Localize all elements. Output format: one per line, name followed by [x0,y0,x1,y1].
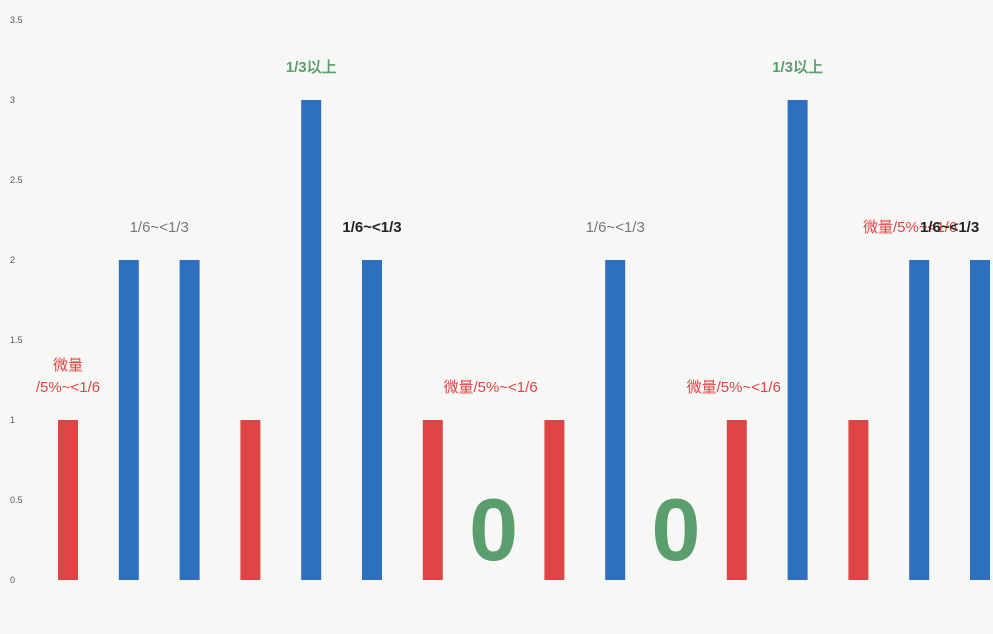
bar [848,420,869,580]
bar [118,260,139,580]
bar [362,260,382,580]
annotations: 微量/5%~<1/61/6~<1/31/3以上1/6~<1/3微量/5%~<1/… [36,59,979,579]
bar-annotation: 1/3以上 [772,59,823,76]
y-tick-label: 0 [10,575,15,585]
bar-annotation: /5%~<1/6 [36,379,100,396]
bar [605,260,626,580]
bar-annotation: 微量/5%~<1/6 [443,379,537,396]
y-tick-label: 2.5 [10,175,23,185]
bar-annotation: 微量/5%~<1/6 [863,219,957,236]
bar-annotation: 1/3以上 [286,59,337,76]
y-tick-label: 2 [10,255,15,265]
bar-annotation: 1/6~<1/3 [130,219,189,236]
bar-annotation: 微量 [53,357,83,374]
zero-value-label: 0 [469,480,518,579]
bar-annotation: 1/6~<1/3 [586,219,645,236]
bar [726,420,747,580]
bars [58,100,990,580]
y-tick-label: 1 [10,415,15,425]
y-tick-label: 0.5 [10,495,23,505]
bar [179,260,200,580]
bar [422,420,443,580]
bar [909,260,930,580]
bar-annotation: 1/6~<1/3 [920,219,979,236]
bar-annotation: 1/6~<1/3 [342,219,401,236]
bar [301,100,322,580]
y-axis-ticks: 0 0.5 1 1.5 2 2.5 3 3.5 [10,15,23,585]
bar [240,420,261,580]
bar-annotation: 微量/5%~<1/6 [687,379,781,396]
bar [970,260,990,580]
bar [544,420,565,580]
y-tick-label: 1.5 [10,335,23,345]
bar [58,420,78,580]
bar [787,100,808,580]
y-tick-label: 3.5 [10,15,23,25]
zero-value-label: 0 [652,480,701,579]
y-tick-label: 3 [10,95,15,105]
